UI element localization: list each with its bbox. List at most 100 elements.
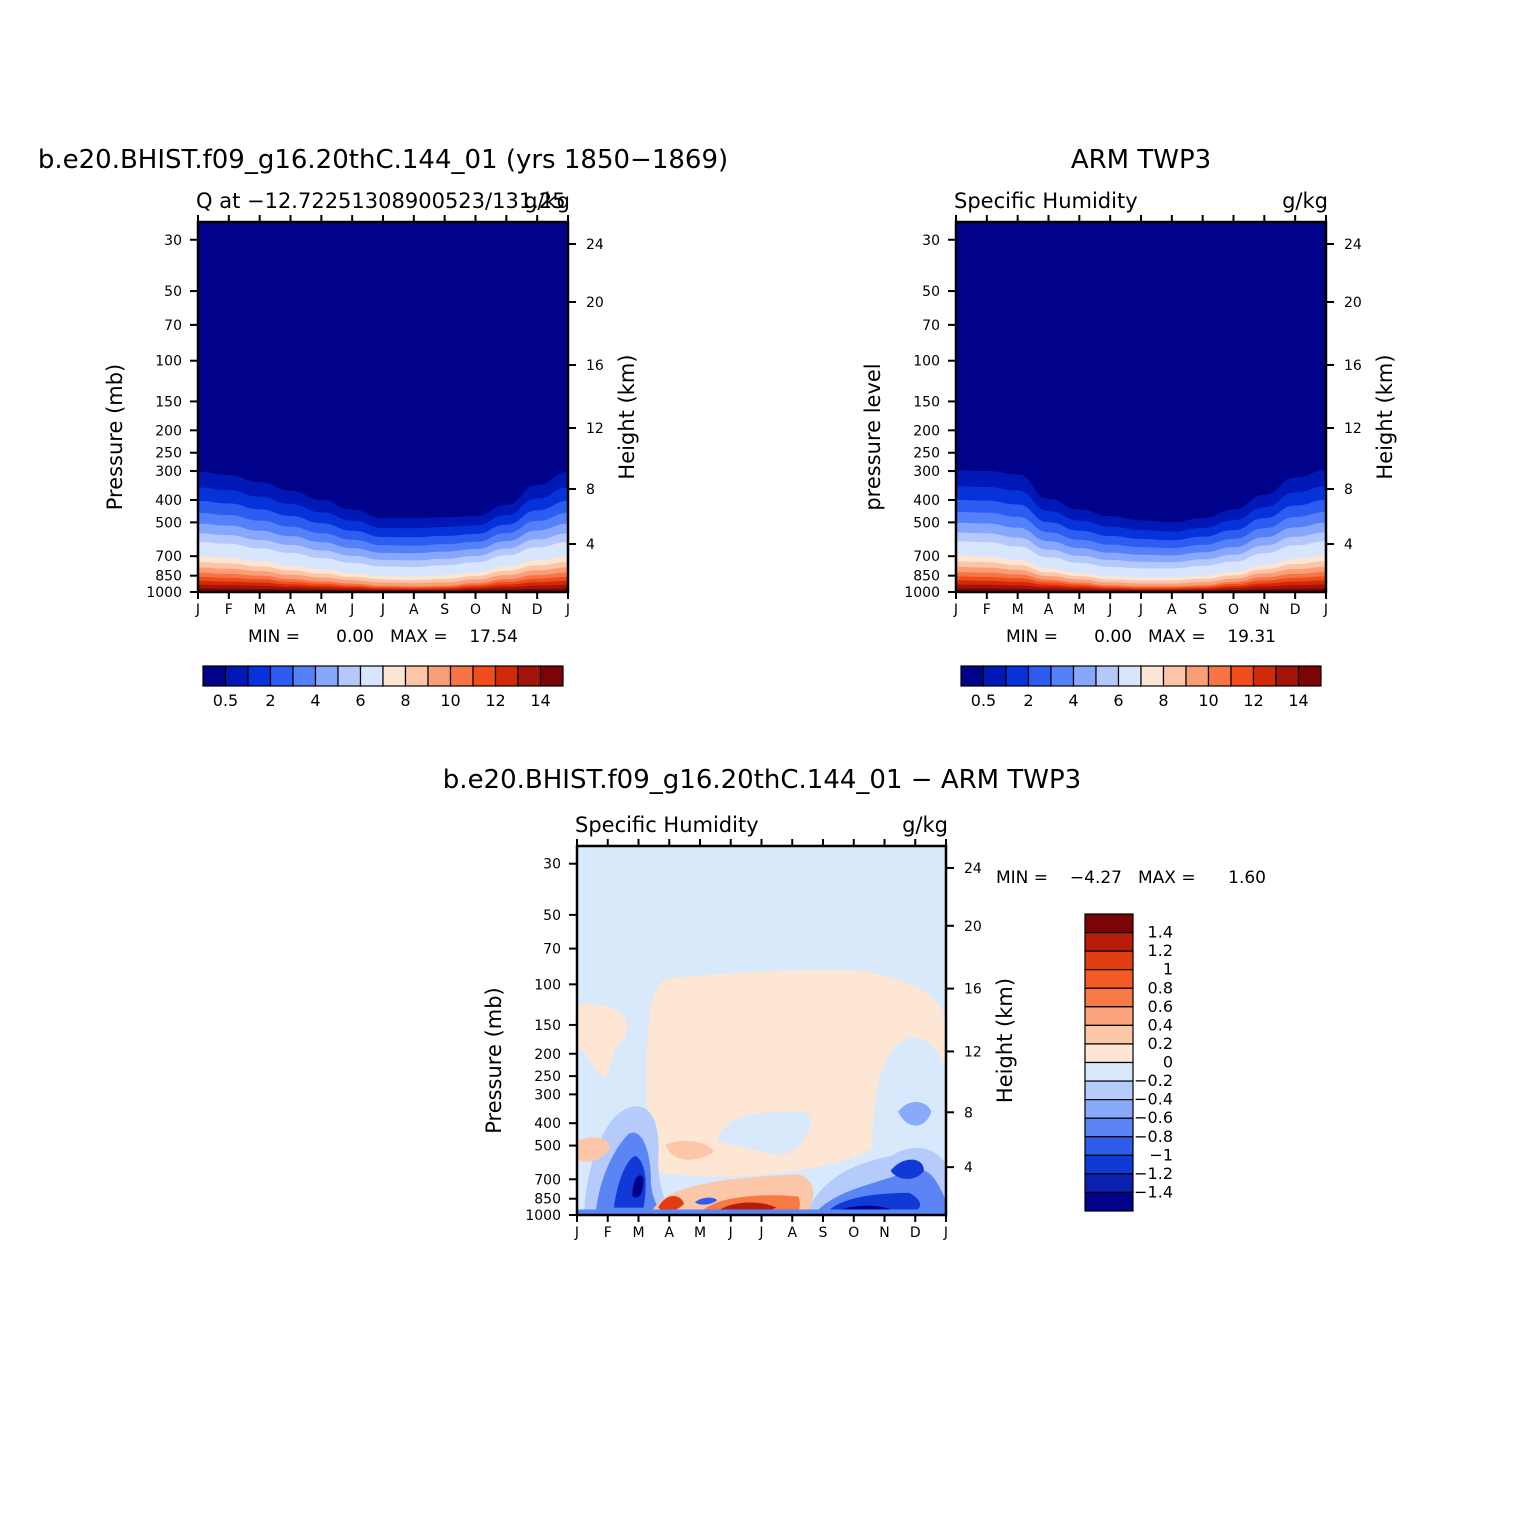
colorbar-swatch <box>1084 1061 1134 1082</box>
y-right-tick-label: 20 <box>1344 295 1362 311</box>
x-tick-label: N <box>1259 602 1269 618</box>
colorbar-swatch <box>1084 1043 1134 1064</box>
colorbar-swatch <box>202 665 227 687</box>
y-tick-label: 50 <box>543 908 561 924</box>
colorbar-swatch <box>1072 665 1097 687</box>
y-tick-label: 100 <box>534 977 561 993</box>
y-tick-label: 100 <box>913 354 940 370</box>
y-right-tick-label: 24 <box>586 237 604 253</box>
contour-band <box>632 1175 644 1198</box>
colorbar-swatch <box>269 665 294 687</box>
y-right-tick-label: 8 <box>1344 482 1353 498</box>
colorbar-swatch <box>1252 665 1277 687</box>
y-tick-label: 500 <box>913 515 940 531</box>
min-value: 0.00 <box>1094 627 1132 647</box>
y-tick-label: 700 <box>155 549 182 565</box>
x-tick-label: M <box>694 1225 706 1241</box>
y-right-tick-label: 24 <box>1344 237 1362 253</box>
x-tick-label: A <box>409 602 419 618</box>
y-tick-label: 200 <box>155 423 182 439</box>
contour-field <box>956 222 1326 592</box>
y-tick-label: 150 <box>913 394 940 410</box>
contour-band <box>717 1111 811 1156</box>
colorbar-swatch <box>1084 987 1134 1008</box>
x-tick-label: O <box>470 602 481 618</box>
colorbar: 0.5 2 4 6 8 10 12 14 <box>202 665 564 710</box>
x-tick-label: J <box>1323 602 1328 618</box>
y-right-axis-title: Height (km) <box>1373 354 1397 479</box>
x-tick-label: J <box>195 602 200 618</box>
y-axis-title: Pressure (mb) <box>482 987 506 1134</box>
y-tick-label: 200 <box>534 1047 561 1063</box>
contour-band <box>665 1141 714 1160</box>
y-tick-label: 200 <box>913 423 940 439</box>
chart-subtitle: Specific Humidity <box>575 813 759 837</box>
x-tick-label: S <box>819 1225 828 1241</box>
y-right-tick-label: 12 <box>964 1044 982 1060</box>
y-right-tick-label: 4 <box>964 1160 973 1176</box>
units-label: g/kg <box>902 813 948 837</box>
x-tick-label: J <box>728 1225 733 1241</box>
x-tick-label: J <box>565 602 570 618</box>
y-tick-label: 850 <box>155 569 182 585</box>
colorbar-label: 14 <box>1288 691 1308 710</box>
colorbar-swatch <box>1027 665 1052 687</box>
colorbar-label: 8 <box>400 691 410 710</box>
contour-band <box>695 1197 718 1205</box>
y-tick-label: 70 <box>164 318 182 334</box>
colorbar-swatch <box>427 665 452 687</box>
y-right-tick-label: 20 <box>586 295 604 311</box>
colorbar-label: 0.2 <box>1148 1034 1173 1053</box>
contour-band <box>646 970 946 1177</box>
min-label: MIN = <box>248 627 300 647</box>
colorbar-label: −0.6 <box>1134 1108 1173 1127</box>
plot-frame: J F M A M J J A S O N D J 30 50 70 100 150 200 250 300 400 500… <box>861 145 1397 618</box>
colorbar-swatch <box>1005 665 1030 687</box>
colorbar-label: 10 <box>440 691 460 710</box>
x-tick-label: D <box>532 602 543 618</box>
colorbar-label: 0.8 <box>1148 978 1173 997</box>
max-label: MAX = <box>1148 627 1206 647</box>
units-label: g/kg <box>524 189 570 213</box>
x-tick-label: S <box>1198 602 1207 618</box>
y-right-tick-label: 20 <box>964 919 982 935</box>
x-tick-label: M <box>632 1225 644 1241</box>
y-tick-label: 50 <box>164 284 182 300</box>
x-tick-label: M <box>315 602 327 618</box>
colorbar-swatch <box>1275 665 1300 687</box>
y-tick-label: 1000 <box>146 585 182 601</box>
y-right-tick-label: 12 <box>1344 421 1362 437</box>
colorbar-label: 0 <box>1163 1053 1173 1072</box>
colorbar-label: 1.2 <box>1148 941 1173 960</box>
x-tick-label: J <box>574 1225 579 1241</box>
contour-band <box>577 1003 628 1079</box>
y-right-tick-label: 8 <box>964 1105 973 1121</box>
x-tick-label: N <box>879 1225 889 1241</box>
y-tick-label: 30 <box>543 857 561 873</box>
colorbar-swatch <box>404 665 429 687</box>
colorbar-label: 0.4 <box>1148 1015 1173 1034</box>
colorbar-swatch <box>1084 1173 1134 1194</box>
y-tick-label: 400 <box>155 493 182 509</box>
y-tick-label: 1000 <box>525 1208 561 1224</box>
y-tick-label: 250 <box>534 1069 561 1085</box>
x-tick-label: J <box>953 602 958 618</box>
y-right-tick-label: 24 <box>964 861 982 877</box>
colorbar-swatch <box>1162 665 1187 687</box>
y-tick-label: 70 <box>543 942 561 958</box>
colorbar: 0.5 2 4 6 8 10 12 14 <box>960 665 1322 710</box>
y-tick-label: 300 <box>534 1087 561 1103</box>
colorbar-swatch <box>1084 1006 1134 1026</box>
colorbar-swatch <box>382 665 407 687</box>
colorbar-label: 0.6 <box>1148 997 1173 1016</box>
contour-band <box>827 1192 921 1212</box>
colorbar-label: 10 <box>1198 691 1218 710</box>
y-right-tick-label: 16 <box>964 982 982 998</box>
x-tick-label: N <box>501 602 511 618</box>
colorbar-swatch <box>1185 665 1210 687</box>
y-tick-label: 1000 <box>904 585 940 601</box>
x-tick-label: M <box>1073 602 1085 618</box>
colorbar-label: −1.4 <box>1134 1182 1173 1201</box>
x-tick-label: J <box>758 1225 763 1241</box>
